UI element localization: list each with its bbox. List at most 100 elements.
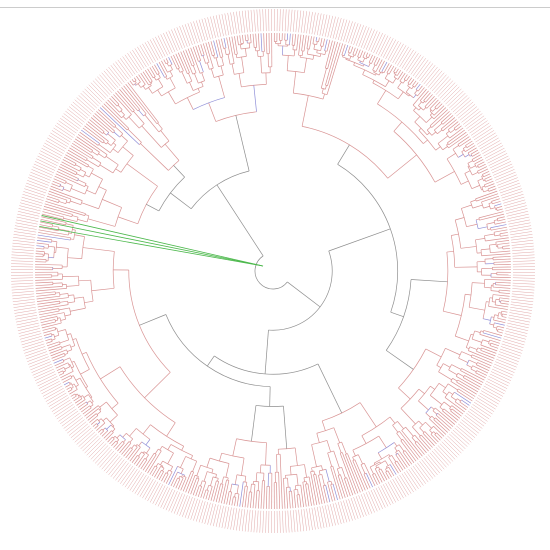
branch — [80, 169, 86, 173]
branch — [396, 433, 402, 441]
branch-arc — [95, 178, 103, 195]
branch — [123, 439, 126, 443]
branch-arc — [177, 471, 185, 476]
branch — [304, 464, 307, 478]
branch — [359, 60, 361, 63]
branch — [480, 248, 490, 251]
leaf-label — [163, 488, 173, 510]
leaf-label — [308, 11, 313, 34]
branch — [493, 326, 497, 329]
branch-arc — [375, 460, 386, 467]
leaf-label — [215, 505, 222, 527]
branch — [458, 154, 464, 158]
branch — [170, 65, 173, 70]
branch — [368, 53, 371, 58]
branch — [398, 444, 405, 452]
branch — [169, 77, 176, 89]
branch — [75, 164, 82, 169]
branch — [77, 179, 87, 184]
branch — [85, 408, 99, 419]
branch — [235, 115, 250, 172]
leaf-label — [490, 161, 512, 171]
branch — [482, 171, 490, 175]
leaf-label — [370, 31, 381, 53]
leaf-label — [13, 237, 36, 241]
branch — [194, 73, 199, 84]
branch — [409, 79, 415, 85]
leaf-label — [31, 363, 52, 373]
leaf-label — [20, 335, 43, 343]
branch — [378, 72, 381, 76]
leaf-label — [427, 454, 443, 472]
leaf-label — [171, 492, 181, 513]
branch — [61, 375, 71, 381]
branch — [502, 247, 510, 250]
branch — [153, 76, 157, 81]
branch — [434, 101, 441, 108]
branch — [303, 35, 307, 52]
branch — [318, 475, 325, 504]
branch — [475, 218, 480, 221]
leaf-label — [403, 471, 417, 491]
leaf-label — [345, 499, 353, 521]
branch-arc — [57, 227, 60, 231]
leaf-label — [227, 12, 232, 35]
branch — [126, 163, 158, 187]
branch-arc — [480, 347, 482, 351]
branch — [54, 361, 65, 367]
leaf-label — [16, 320, 39, 326]
branch — [53, 178, 66, 184]
branch — [397, 81, 402, 89]
branch — [316, 41, 318, 45]
green-branch — [40, 220, 264, 267]
branch-arc — [88, 394, 94, 402]
branch — [38, 308, 59, 313]
branch — [195, 485, 200, 497]
branch — [402, 451, 413, 465]
leaf-label — [11, 280, 34, 282]
branch — [125, 83, 158, 124]
leaf-label — [457, 104, 476, 119]
branch — [492, 200, 501, 205]
branch — [86, 400, 91, 404]
branch — [84, 405, 99, 417]
branch — [71, 360, 75, 363]
leaf-label — [487, 378, 508, 389]
branch — [73, 396, 80, 402]
leaf-label — [14, 225, 37, 230]
leaf-label — [457, 423, 476, 438]
branch — [59, 293, 69, 295]
leaf-label — [82, 435, 99, 452]
branch — [187, 475, 196, 494]
branch — [221, 476, 224, 485]
branch-arc — [254, 255, 288, 290]
branch — [494, 314, 499, 316]
branch-arc — [482, 174, 484, 177]
leaf-label — [512, 288, 535, 291]
branch — [165, 58, 169, 63]
leaf-label — [330, 16, 336, 39]
branch — [320, 46, 322, 51]
branch — [59, 339, 69, 344]
branch — [343, 44, 349, 56]
branch — [73, 140, 92, 153]
leaf-label — [34, 371, 56, 381]
branch — [400, 408, 416, 425]
branch — [425, 94, 433, 103]
leaf-label — [401, 473, 414, 493]
branch-arc — [164, 75, 167, 78]
branch-arc — [126, 128, 129, 131]
highlight-wedge — [303, 11, 330, 39]
branch-arc — [136, 444, 141, 448]
leaf-label — [435, 78, 452, 95]
branch — [278, 472, 281, 509]
branch — [202, 43, 210, 63]
branch — [423, 107, 427, 111]
leaf-label — [190, 498, 198, 520]
branch-arc — [226, 53, 230, 55]
branch — [422, 101, 425, 104]
leaf-label — [45, 140, 66, 152]
branch — [218, 484, 224, 503]
leaf-label — [503, 199, 526, 207]
branch — [228, 37, 235, 64]
